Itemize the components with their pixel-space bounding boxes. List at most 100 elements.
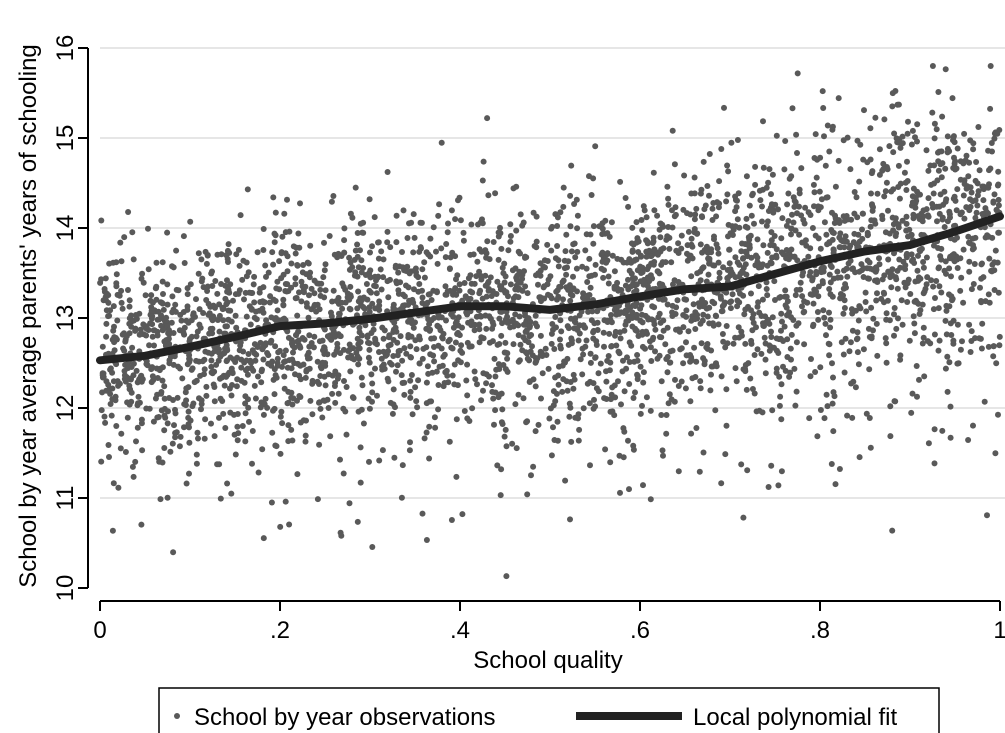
data-point (281, 385, 288, 392)
data-point (523, 327, 530, 334)
data-point (414, 404, 421, 411)
data-point (535, 281, 541, 288)
data-point (468, 318, 475, 325)
data-point (881, 116, 888, 123)
data-point (910, 313, 917, 320)
data-point (815, 293, 822, 300)
data-point (494, 341, 501, 348)
data-point (775, 350, 782, 356)
data-point (993, 360, 1000, 367)
data-point (354, 241, 361, 248)
data-point (384, 375, 391, 382)
data-point (735, 324, 742, 331)
data-point (186, 439, 193, 446)
data-point (399, 357, 406, 364)
data-point (895, 221, 902, 228)
data-point (161, 427, 168, 434)
data-point (883, 316, 890, 323)
data-point (621, 310, 628, 316)
data-point (242, 410, 249, 417)
data-point (749, 192, 756, 199)
data-point (313, 308, 320, 315)
data-point (455, 314, 462, 321)
data-point (552, 398, 559, 405)
data-point (949, 252, 956, 259)
data-point (268, 499, 275, 506)
data-point (665, 195, 672, 202)
data-point (194, 429, 201, 436)
data-point (109, 385, 116, 392)
data-point (284, 268, 291, 275)
data-point (297, 394, 304, 400)
data-point (966, 321, 973, 328)
data-point (461, 280, 468, 286)
data-point (201, 435, 208, 442)
data-point (521, 268, 527, 275)
data-point (278, 275, 285, 282)
data-point (251, 273, 258, 280)
y-tick-label: 10 (52, 575, 79, 602)
x-tick-label: 0 (93, 617, 106, 644)
data-point (279, 233, 286, 240)
data-point (753, 324, 759, 331)
data-point (893, 230, 900, 237)
data-point (234, 437, 241, 444)
data-point (553, 390, 560, 397)
data-point (608, 319, 615, 326)
data-point (297, 200, 303, 207)
data-point (995, 181, 1002, 188)
data-point (960, 192, 967, 199)
data-point (683, 307, 690, 314)
data-point (861, 107, 867, 114)
data-point (264, 350, 271, 356)
data-point (807, 291, 814, 298)
data-point (546, 415, 553, 422)
data-point (195, 270, 202, 277)
data-point (867, 223, 874, 230)
data-point (986, 167, 992, 174)
data-point (137, 326, 144, 333)
data-point (560, 376, 567, 383)
data-point (417, 219, 424, 226)
data-point (129, 229, 136, 236)
data-point (711, 300, 718, 307)
data-point (592, 143, 599, 150)
data-point (203, 383, 210, 390)
data-point (380, 256, 387, 263)
data-point (200, 310, 207, 316)
data-point (322, 261, 329, 268)
data-point (757, 197, 764, 204)
data-point (557, 342, 564, 349)
data-point (498, 419, 505, 426)
data-point (768, 229, 775, 236)
data-point (482, 282, 489, 289)
data-point (763, 286, 770, 292)
data-point (468, 221, 475, 228)
data-point (126, 330, 133, 337)
data-point (643, 394, 650, 401)
data-point (807, 373, 814, 380)
data-point (936, 337, 943, 344)
data-point (895, 315, 901, 322)
data-point (725, 221, 732, 228)
data-point (906, 226, 913, 233)
data-point (734, 303, 741, 310)
data-point (491, 355, 498, 362)
data-point (718, 146, 725, 152)
data-point (276, 258, 283, 265)
data-point (296, 372, 303, 379)
data-point (270, 194, 277, 201)
data-point (920, 259, 927, 265)
data-point (754, 254, 761, 261)
data-point (218, 374, 225, 381)
data-point (238, 364, 245, 371)
data-point (300, 361, 307, 368)
data-point (625, 276, 631, 283)
data-point (333, 298, 340, 304)
data-point (503, 443, 510, 450)
data-point (639, 402, 645, 409)
data-point (961, 215, 968, 222)
data-point (332, 380, 339, 386)
data-point (208, 369, 215, 376)
data-point (474, 258, 481, 265)
